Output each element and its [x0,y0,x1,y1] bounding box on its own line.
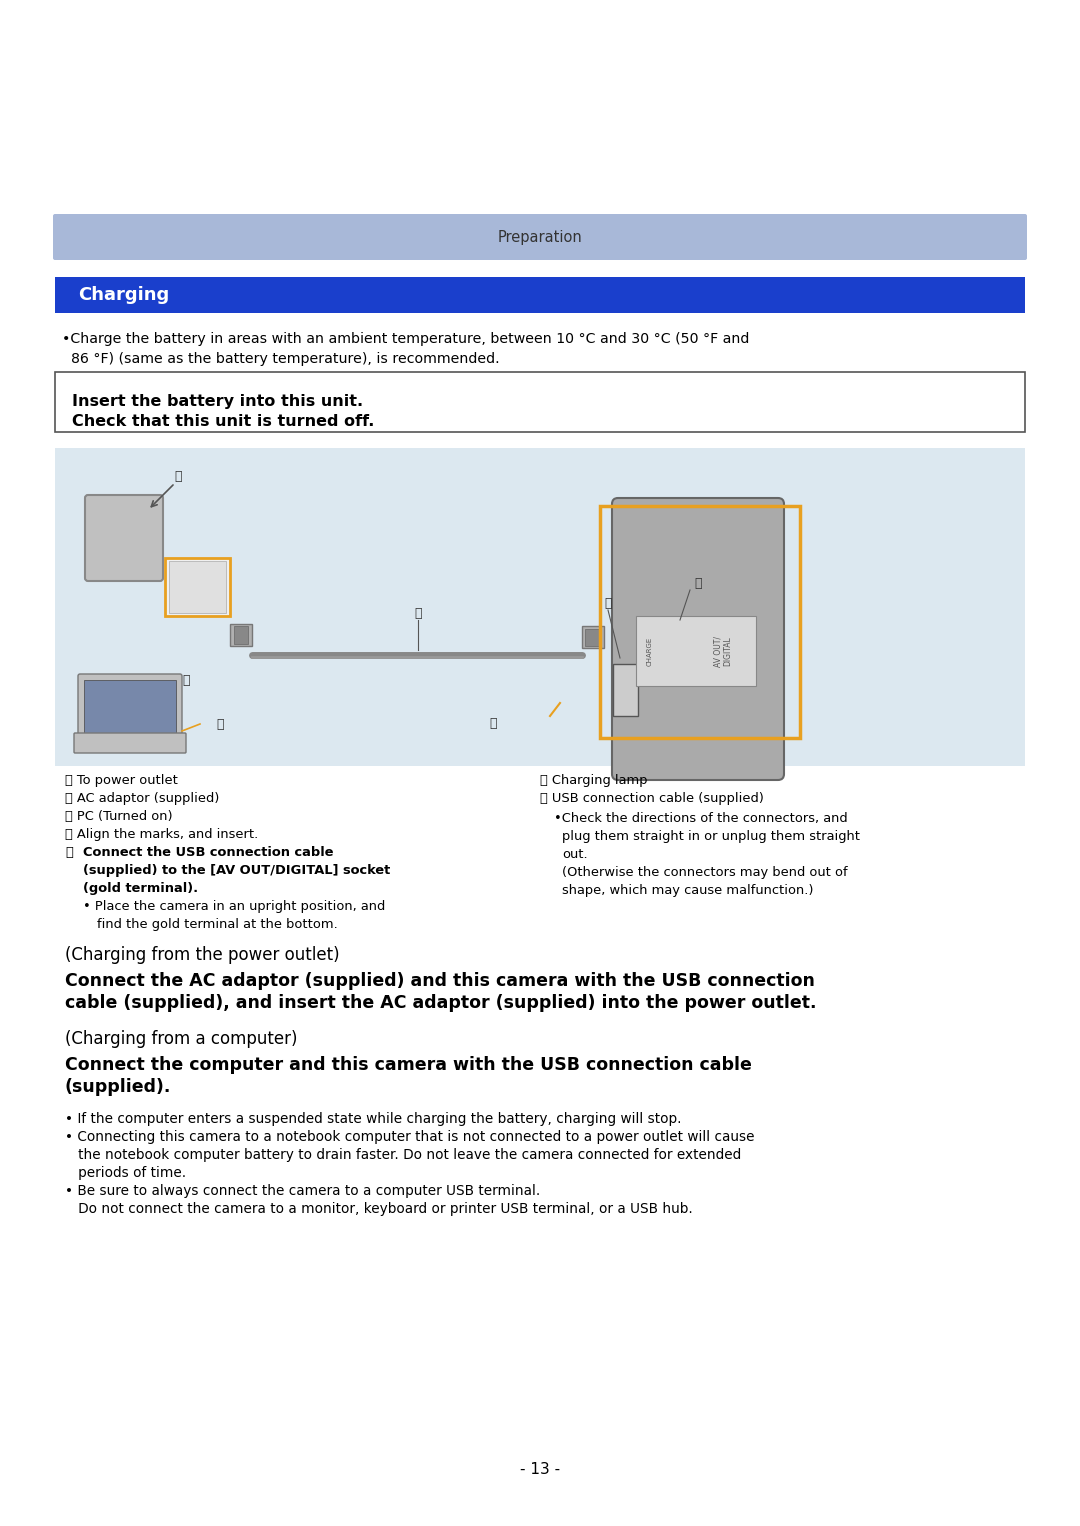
Text: • Connecting this camera to a notebook computer that is not connected to a power: • Connecting this camera to a notebook c… [65,1129,755,1144]
Bar [636,617,756,687]
Text: plug them straight in or unplug them straight: plug them straight in or unplug them str… [562,830,860,842]
Text: (gold terminal).: (gold terminal). [83,882,198,896]
Bar [582,626,604,649]
Bar [55,372,1025,432]
Text: Insert the battery into this unit.: Insert the battery into this unit. [72,394,363,409]
Text: Do not connect the camera to a monitor, keyboard or printer USB terminal, or a U: Do not connect the camera to a monitor, … [65,1202,692,1216]
Text: Ⓖ: Ⓖ [415,606,422,620]
Bar [84,681,176,740]
Text: Connect the USB connection cable: Connect the USB connection cable [83,845,334,859]
Text: Connect the AC adaptor (supplied) and this camera with the USB connection: Connect the AC adaptor (supplied) and th… [65,972,815,990]
Bar [585,629,600,645]
Text: ⓔ: ⓔ [694,577,702,589]
FancyBboxPatch shape [612,497,784,780]
Text: ⓕ Charging lamp: ⓕ Charging lamp [540,774,648,787]
Text: •Charge the battery in areas with an ambient temperature, between 10 °C and 30 °: •Charge the battery in areas with an amb… [62,333,750,346]
Text: ⓔ: ⓔ [65,845,72,859]
Text: ⓓ Align the marks, and insert.: ⓓ Align the marks, and insert. [65,829,258,841]
Text: find the gold terminal at the bottom.: find the gold terminal at the bottom. [97,919,338,931]
Text: Ⓑ AC adaptor (supplied): Ⓑ AC adaptor (supplied) [65,792,219,806]
Text: (Charging from a computer): (Charging from a computer) [65,1030,297,1048]
Text: • Be sure to always connect the camera to a computer USB terminal.: • Be sure to always connect the camera t… [65,1184,540,1198]
Text: Check that this unit is turned off.: Check that this unit is turned off. [72,414,375,429]
Text: Ⓐ To power outlet: Ⓐ To power outlet [65,774,178,787]
Text: Ⓖ USB connection cable (supplied): Ⓖ USB connection cable (supplied) [540,792,764,806]
FancyBboxPatch shape [85,494,163,581]
Bar [168,562,226,613]
Text: - 13 -: - 13 - [519,1462,561,1477]
Text: (Otherwise the connectors may bend out of: (Otherwise the connectors may bend out o… [562,865,848,879]
Bar [230,624,252,645]
Text: periods of time.: periods of time. [65,1166,186,1180]
FancyBboxPatch shape [75,732,186,752]
FancyBboxPatch shape [53,214,1027,259]
Text: cable (supplied), and insert the AC adaptor (supplied) into the power outlet.: cable (supplied), and insert the AC adap… [65,993,816,1012]
Text: Ⓑ: Ⓑ [183,673,190,687]
Text: (supplied).: (supplied). [65,1077,172,1096]
Bar [234,626,248,644]
Bar [600,507,800,739]
Text: • Place the camera in an upright position, and: • Place the camera in an upright positio… [83,900,386,913]
Text: (supplied) to the [AV OUT/DIGITAL] socket: (supplied) to the [AV OUT/DIGITAL] socke… [83,864,390,877]
Bar [613,664,638,716]
Text: Ⓒ PC (Turned on): Ⓒ PC (Turned on) [65,810,173,823]
Bar [55,449,1025,766]
Text: ⓓ: ⓓ [604,597,611,609]
Text: AV OUT/
DIGITAL: AV OUT/ DIGITAL [713,635,732,667]
Text: CHARGE: CHARGE [647,636,653,665]
Text: Ⓐ: Ⓐ [174,470,181,482]
Bar [165,559,230,617]
Text: Ⓒ: Ⓒ [216,717,224,731]
Text: shape, which may cause malfunction.): shape, which may cause malfunction.) [562,884,813,897]
Text: Connect the computer and this camera with the USB connection cable: Connect the computer and this camera wit… [65,1056,752,1074]
Text: (Charging from the power outlet): (Charging from the power outlet) [65,946,339,964]
Text: • If the computer enters a suspended state while charging the battery, charging : • If the computer enters a suspended sta… [65,1112,681,1126]
Text: •Check the directions of the connectors, and: •Check the directions of the connectors,… [554,812,848,826]
Text: Preparation: Preparation [498,229,582,244]
Text: ⓕ: ⓕ [489,717,497,729]
Text: out.: out. [562,848,588,861]
Text: 86 °F) (same as the battery temperature), is recommended.: 86 °F) (same as the battery temperature)… [62,353,500,366]
Text: the notebook computer battery to drain faster. Do not leave the camera connected: the notebook computer battery to drain f… [65,1148,741,1161]
FancyBboxPatch shape [78,674,183,746]
Text: Charging: Charging [78,285,170,304]
Bar [55,278,1025,313]
